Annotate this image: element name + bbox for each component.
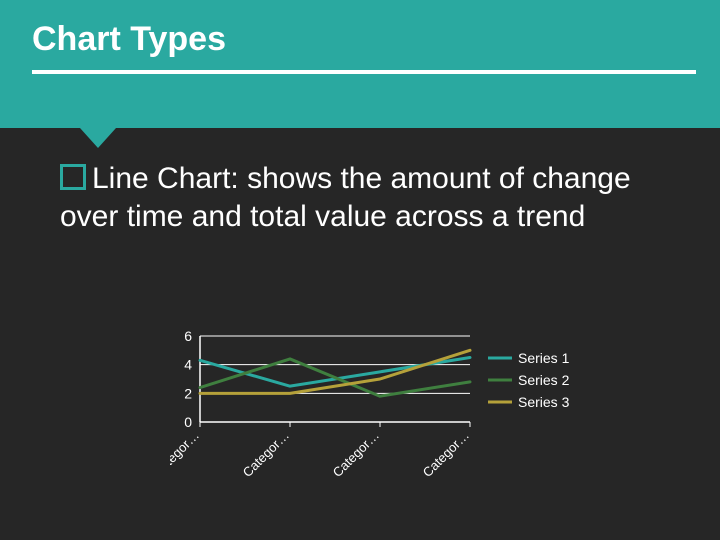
chart-svg: 0246Categor…Categor…Categor…Categor…Seri… bbox=[170, 330, 590, 510]
body-text: Line Chart: shows the amount of change o… bbox=[60, 160, 680, 235]
slide-title: Chart Types bbox=[32, 20, 226, 59]
header-pointer-icon bbox=[80, 128, 116, 148]
y-tick-label: 4 bbox=[184, 357, 192, 373]
legend-label: Series 2 bbox=[518, 372, 570, 388]
x-tick-label: Categor… bbox=[240, 428, 293, 481]
body-paragraph: Line Chart: shows the amount of change o… bbox=[60, 162, 631, 233]
y-tick-label: 6 bbox=[184, 330, 192, 344]
legend-label: Series 1 bbox=[518, 350, 570, 366]
y-tick-label: 2 bbox=[184, 385, 192, 401]
x-tick-label: Categor… bbox=[170, 428, 202, 481]
header-divider bbox=[32, 70, 696, 74]
slide-header: Chart Types bbox=[0, 0, 720, 128]
line-chart: 0246Categor…Categor…Categor…Categor…Seri… bbox=[170, 330, 590, 510]
x-tick-label: Categor… bbox=[330, 428, 383, 481]
bullet-square-icon bbox=[60, 164, 86, 190]
legend-label: Series 3 bbox=[518, 394, 570, 410]
x-tick-label: Categor… bbox=[420, 428, 473, 481]
